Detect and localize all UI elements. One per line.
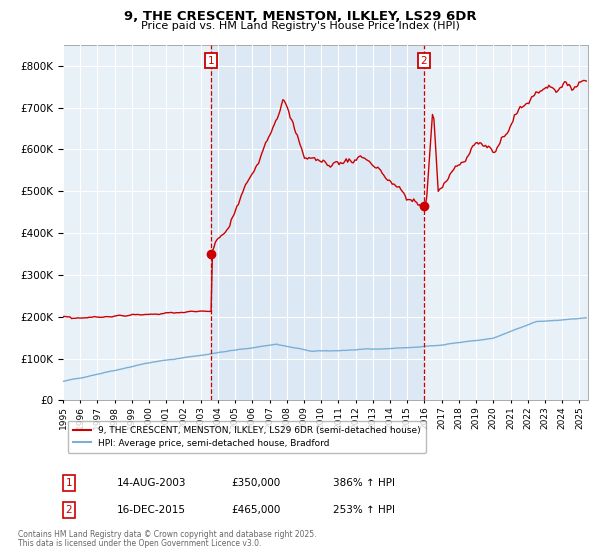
Text: This data is licensed under the Open Government Licence v3.0.: This data is licensed under the Open Gov…	[18, 539, 262, 548]
Legend: 9, THE CRESCENT, MENSTON, ILKLEY, LS29 6DR (semi-detached house), HPI: Average p: 9, THE CRESCENT, MENSTON, ILKLEY, LS29 6…	[68, 421, 426, 453]
Text: £350,000: £350,000	[231, 478, 280, 488]
Text: 9, THE CRESCENT, MENSTON, ILKLEY, LS29 6DR: 9, THE CRESCENT, MENSTON, ILKLEY, LS29 6…	[124, 10, 476, 23]
Text: 2: 2	[421, 56, 427, 66]
Text: 1: 1	[65, 478, 73, 488]
Text: 1: 1	[208, 56, 215, 66]
Text: 386% ↑ HPI: 386% ↑ HPI	[333, 478, 395, 488]
Text: 2: 2	[65, 505, 73, 515]
Text: 253% ↑ HPI: 253% ↑ HPI	[333, 505, 395, 515]
Text: 14-AUG-2003: 14-AUG-2003	[117, 478, 187, 488]
Text: 16-DEC-2015: 16-DEC-2015	[117, 505, 186, 515]
Text: Price paid vs. HM Land Registry's House Price Index (HPI): Price paid vs. HM Land Registry's House …	[140, 21, 460, 31]
Text: Contains HM Land Registry data © Crown copyright and database right 2025.: Contains HM Land Registry data © Crown c…	[18, 530, 317, 539]
Text: £465,000: £465,000	[231, 505, 280, 515]
Bar	[211, 45, 424, 400]
